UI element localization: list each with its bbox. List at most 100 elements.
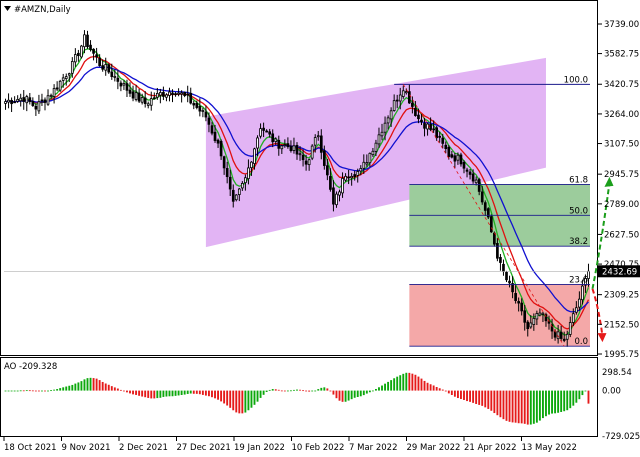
ao-bar: [438, 388, 441, 391]
candle-body: [453, 155, 457, 162]
ao-bar: [353, 390, 356, 398]
ao-bar: [68, 385, 71, 391]
candle-body: [250, 161, 253, 169]
ao-bar: [368, 390, 371, 393]
ao-bar: [198, 390, 201, 395]
ao-bar: [28, 390, 31, 392]
candle-body: [207, 117, 211, 125]
ao-bar: [299, 389, 301, 391]
ao-bar: [557, 390, 560, 413]
candle-body: [113, 75, 117, 78]
candle-body: [286, 143, 290, 148]
ao-bar: [332, 390, 335, 395]
ao-bar: [122, 390, 125, 392]
ao-bar: [92, 378, 95, 391]
candle-body: [34, 105, 38, 110]
ao-bar: [359, 390, 362, 397]
ao-bar: [34, 390, 37, 392]
candle-body: [386, 117, 390, 124]
candle-body: [505, 272, 508, 281]
candle-body: [7, 99, 10, 103]
ao-bar: [511, 390, 514, 423]
ao-bar: [244, 390, 247, 413]
ao-bar: [162, 390, 165, 397]
candle-body: [253, 148, 256, 164]
price-tick-label: 2789.00: [604, 200, 639, 210]
candle-body: [565, 333, 569, 340]
candle-body: [292, 145, 296, 151]
candle-body: [377, 134, 381, 145]
candle-body: [165, 94, 168, 98]
ao-bar: [532, 390, 535, 424]
candle-body: [568, 322, 572, 335]
candle-body: [58, 80, 62, 91]
ao-bar: [59, 388, 62, 391]
candle-body: [559, 331, 563, 339]
ao-bar: [119, 389, 122, 391]
price-tick-label: 3739.00: [604, 20, 639, 30]
candle-body: [219, 140, 223, 157]
candle-body: [216, 139, 220, 144]
ao-bar: [453, 390, 456, 397]
candle-body: [10, 99, 13, 105]
candle-body: [283, 144, 287, 146]
candle-body: [401, 90, 405, 97]
ao-bar: [56, 389, 59, 391]
ao-bar: [293, 389, 295, 391]
ao-bar: [144, 390, 147, 398]
candle-body: [447, 146, 451, 157]
fib-label-38.2: 38.2: [569, 237, 588, 247]
candle-body: [159, 92, 162, 96]
ao-bar: [95, 378, 98, 391]
ao-bar: [493, 390, 496, 414]
candle-body: [86, 34, 89, 48]
candle-body: [22, 97, 26, 102]
candle-body: [523, 310, 527, 323]
ao-bar: [344, 390, 347, 402]
candle-body: [280, 145, 284, 150]
candle-body: [486, 208, 490, 218]
ao-bar: [472, 390, 475, 403]
candle-body: [104, 64, 108, 71]
candle-body: [70, 61, 74, 74]
ao-bar: [7, 390, 10, 392]
ao-bar: [523, 390, 526, 424]
candle-body: [571, 313, 575, 323]
candle-body: [550, 324, 554, 332]
ao-bar: [156, 390, 159, 399]
candle-body: [310, 145, 314, 159]
ao-bar: [22, 390, 25, 392]
ao-bar: [250, 390, 253, 408]
current-price-label: 2432.69: [602, 267, 637, 277]
ao-bar: [259, 390, 262, 398]
candle-body: [353, 174, 357, 177]
ao-bar: [232, 390, 235, 411]
candle-body: [335, 193, 338, 206]
candle-body: [429, 123, 432, 130]
candle-body: [581, 285, 584, 301]
candle-body: [326, 165, 329, 176]
title-triangle-icon: [4, 6, 11, 11]
ao-bar: [132, 390, 134, 395]
ao-bar: [238, 390, 241, 414]
ao-bar: [274, 389, 277, 391]
ao-bar: [37, 390, 40, 392]
ao-bar: [271, 389, 274, 391]
candle-body: [362, 161, 366, 169]
ao-bar: [71, 384, 74, 391]
fib-label-100.0: 100.0: [564, 75, 588, 85]
ao-bar: [83, 379, 86, 391]
ao-bar: [569, 390, 572, 409]
candle-body: [237, 188, 241, 195]
candle-body: [277, 139, 281, 149]
ao-bar: [375, 388, 377, 391]
ao-bar: [126, 390, 128, 393]
ao-bar: [277, 389, 280, 391]
ao-bar: [201, 390, 204, 395]
fib-label-50.0: 50.0: [569, 206, 588, 216]
candle-body: [562, 338, 566, 341]
ao-bar: [74, 383, 77, 391]
ao-bar: [538, 390, 541, 421]
ao-bar: [426, 382, 429, 391]
ao-bar: [432, 385, 435, 391]
